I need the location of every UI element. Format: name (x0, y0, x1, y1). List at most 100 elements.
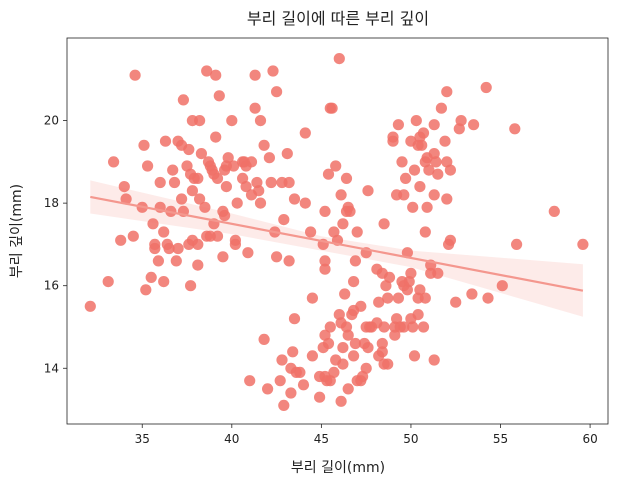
data-point (283, 176, 295, 189)
data-point (274, 375, 286, 387)
data-point (403, 276, 415, 288)
data-point (337, 358, 349, 370)
data-point (362, 185, 374, 197)
data-point (423, 164, 435, 176)
data-point (306, 350, 318, 362)
data-point (219, 209, 231, 222)
data-point (226, 115, 238, 127)
data-point (432, 168, 444, 180)
y-tick-label: 20 (44, 114, 59, 128)
data-point (398, 321, 410, 333)
data-point (154, 176, 166, 189)
data-point (262, 383, 274, 395)
data-point (285, 387, 297, 399)
data-point (299, 197, 311, 209)
data-point (444, 234, 456, 246)
data-point (263, 152, 275, 164)
x-axis-label: 부리 길이(mm) (291, 460, 385, 476)
data-point (362, 342, 374, 354)
data-point (412, 309, 424, 321)
data-point (314, 391, 326, 403)
data-point (278, 214, 290, 226)
data-point (192, 172, 204, 184)
data-point (176, 193, 188, 205)
data-point (466, 288, 478, 300)
data-point (244, 375, 256, 387)
x-tick-label: 50 (403, 432, 418, 446)
y-axis-ticks: 14 16 18 20 (44, 114, 67, 375)
data-point (435, 102, 447, 114)
data-point (417, 127, 430, 139)
data-point (192, 259, 204, 271)
data-point (258, 333, 270, 345)
data-point (195, 148, 207, 160)
data-point (376, 337, 388, 350)
data-point (322, 168, 335, 180)
data-point (183, 143, 195, 156)
data-point (450, 296, 462, 308)
data-point (337, 218, 349, 230)
data-point (240, 181, 252, 193)
data-point (441, 193, 453, 205)
data-point (231, 197, 243, 209)
data-point (242, 247, 254, 259)
data-point (288, 193, 301, 205)
data-point (382, 292, 394, 304)
data-point (344, 205, 356, 217)
data-point (217, 251, 229, 263)
data-point (194, 115, 206, 127)
data-point (439, 135, 451, 147)
data-point (194, 193, 206, 205)
data-point (305, 226, 317, 238)
data-point (288, 313, 301, 325)
data-point (342, 383, 354, 395)
data-point (326, 102, 338, 114)
data-point (400, 172, 412, 184)
data-point (145, 271, 157, 283)
data-point (432, 267, 444, 279)
data-point (287, 346, 299, 358)
data-point (322, 337, 335, 350)
data-point (339, 288, 351, 300)
data-point (407, 321, 419, 333)
data-point (149, 242, 161, 255)
x-tick-label: 35 (135, 432, 150, 446)
data-point (297, 379, 310, 391)
data-point (306, 292, 318, 304)
x-tick-label: 40 (224, 432, 239, 446)
data-point (118, 181, 130, 193)
points-layer (84, 53, 589, 411)
data-point (167, 164, 179, 176)
data-point (405, 267, 417, 279)
data-point (267, 65, 279, 77)
data-point (185, 280, 197, 292)
data-point (152, 255, 164, 267)
regression-line-layer (90, 195, 584, 292)
data-point (468, 119, 480, 131)
regression-line (90, 195, 584, 292)
data-point (199, 201, 211, 213)
data-point (496, 280, 508, 292)
confidence-band (90, 180, 583, 317)
data-point (430, 156, 442, 168)
data-point (349, 255, 361, 267)
confidence-band-layer (90, 180, 583, 317)
data-point (337, 342, 349, 354)
data-point (328, 366, 340, 378)
data-point (138, 139, 150, 151)
data-point (319, 205, 331, 217)
data-point (401, 247, 413, 259)
data-point (335, 189, 347, 201)
data-point (509, 123, 521, 135)
data-point (265, 176, 277, 189)
data-point (441, 86, 453, 98)
data-point (271, 86, 283, 98)
x-tick-label: 45 (314, 432, 329, 446)
data-point (276, 354, 288, 366)
data-point (428, 119, 440, 131)
data-point (392, 119, 404, 131)
data-point (373, 296, 385, 308)
data-point (201, 65, 213, 77)
data-point (428, 189, 440, 201)
